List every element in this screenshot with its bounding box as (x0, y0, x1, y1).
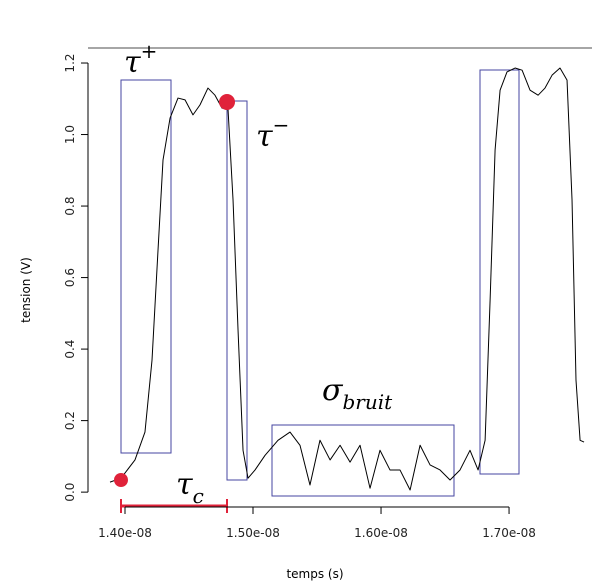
marker-dot (114, 473, 128, 487)
y-tick-label: 0.6 (63, 268, 77, 287)
x-tick-label: 1.40e-08 (98, 526, 152, 540)
y-tick-label: 1.0 (63, 125, 77, 144)
x-axis-label: temps (s) (286, 567, 343, 581)
symbol: τ (256, 119, 273, 154)
symbol: σ (322, 373, 344, 408)
x-tick-label: 1.50e-08 (226, 526, 280, 540)
superscript: − (273, 113, 290, 137)
annotations: τ+ τ− σbruit τc 0.00.20.40.60.81.01.21.4… (63, 39, 585, 540)
y-tick-label: 1.2 (63, 53, 77, 72)
subscript: c (193, 484, 204, 508)
tau-c: τc (176, 467, 204, 508)
box (271, 424, 455, 497)
subscript: bruit (342, 390, 393, 414)
symbol: τ (176, 467, 193, 502)
y-tick-label: 0.0 (63, 483, 77, 502)
y-axis-label: tension (V) (19, 257, 33, 323)
box (479, 69, 520, 475)
tau-plus: τ+ (124, 39, 157, 80)
box (120, 79, 172, 454)
superscript: + (141, 39, 158, 63)
symbol: τ (124, 45, 141, 80)
data-line (109, 67, 585, 491)
x-tick-label: 1.70e-08 (482, 526, 536, 540)
box (226, 100, 248, 481)
y-tick-label: 0.2 (63, 411, 77, 430)
y-tick-label: 0.8 (63, 197, 77, 216)
marker-dot (219, 94, 235, 110)
tau-minus: τ− (256, 113, 289, 154)
y-tick-label: 0.4 (63, 340, 77, 359)
sigma-bruit: σbruit (322, 373, 393, 414)
x-tick-label: 1.60e-08 (354, 526, 408, 540)
